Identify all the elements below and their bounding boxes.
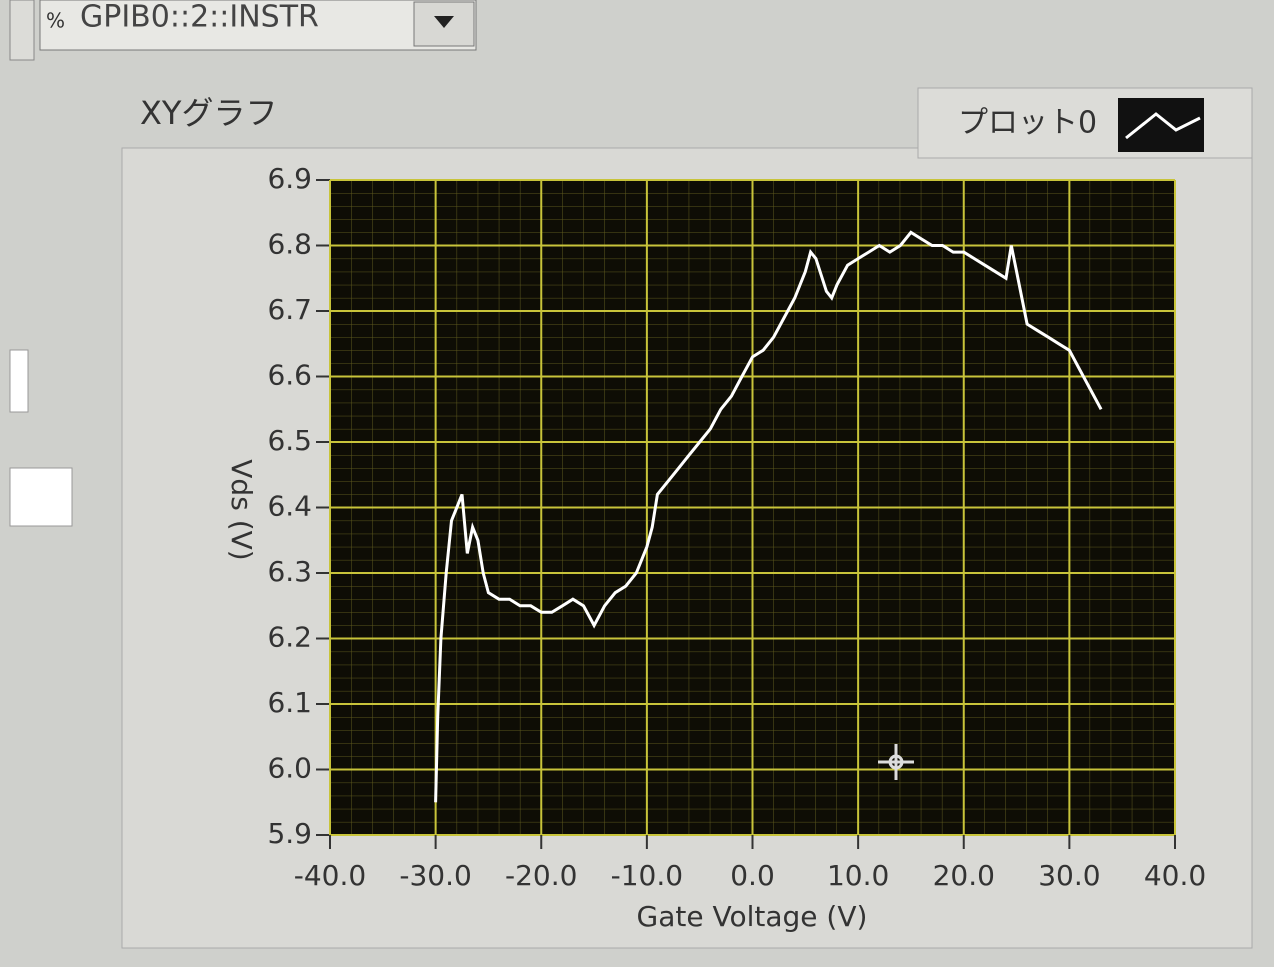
y-tick-label: 6.4 xyxy=(267,490,312,523)
x-tick-label: 0.0 xyxy=(730,859,775,892)
resource-prefix: % xyxy=(46,9,65,33)
y-tick-label: 6.2 xyxy=(267,621,312,654)
y-tick-label: 6.9 xyxy=(267,162,312,195)
screen: % GPIB0::2::INSTR XYグラフ プロット0 5.9 6.0 6.1 6… xyxy=(0,0,1274,963)
x-tick-label: 10.0 xyxy=(827,859,889,892)
y-tick-label: 5.9 xyxy=(267,817,312,850)
y-tick-label: 6.8 xyxy=(267,228,312,261)
y-tick-label: 6.5 xyxy=(267,424,312,457)
x-tick-label: 30.0 xyxy=(1038,859,1100,892)
left-input[interactable] xyxy=(10,468,72,526)
left-input[interactable] xyxy=(10,350,28,412)
legend-label: プロット0 xyxy=(958,106,1097,141)
left-frame xyxy=(10,0,34,60)
graph-title: XYグラフ xyxy=(140,94,277,132)
y-axis-label: Vds (V) xyxy=(225,459,258,560)
y-tick-label: 6.6 xyxy=(267,359,312,392)
x-tick-label: -10.0 xyxy=(611,859,683,892)
y-tick-label: 6.7 xyxy=(267,293,312,326)
x-tick-label: -40.0 xyxy=(294,859,366,892)
x-tick-label: -30.0 xyxy=(399,859,471,892)
resource-value: GPIB0::2::INSTR xyxy=(80,0,319,35)
x-tick-label: 20.0 xyxy=(933,859,995,892)
x-axis-label: Gate Voltage (V) xyxy=(637,900,868,933)
x-tick-label: -20.0 xyxy=(505,859,577,892)
x-tick-label: 40.0 xyxy=(1144,859,1206,892)
y-tick-label: 6.1 xyxy=(267,686,312,719)
y-tick-label: 6.3 xyxy=(267,555,312,588)
legend-swatch-bg xyxy=(1118,98,1204,152)
y-tick-label: 6.0 xyxy=(267,752,312,785)
